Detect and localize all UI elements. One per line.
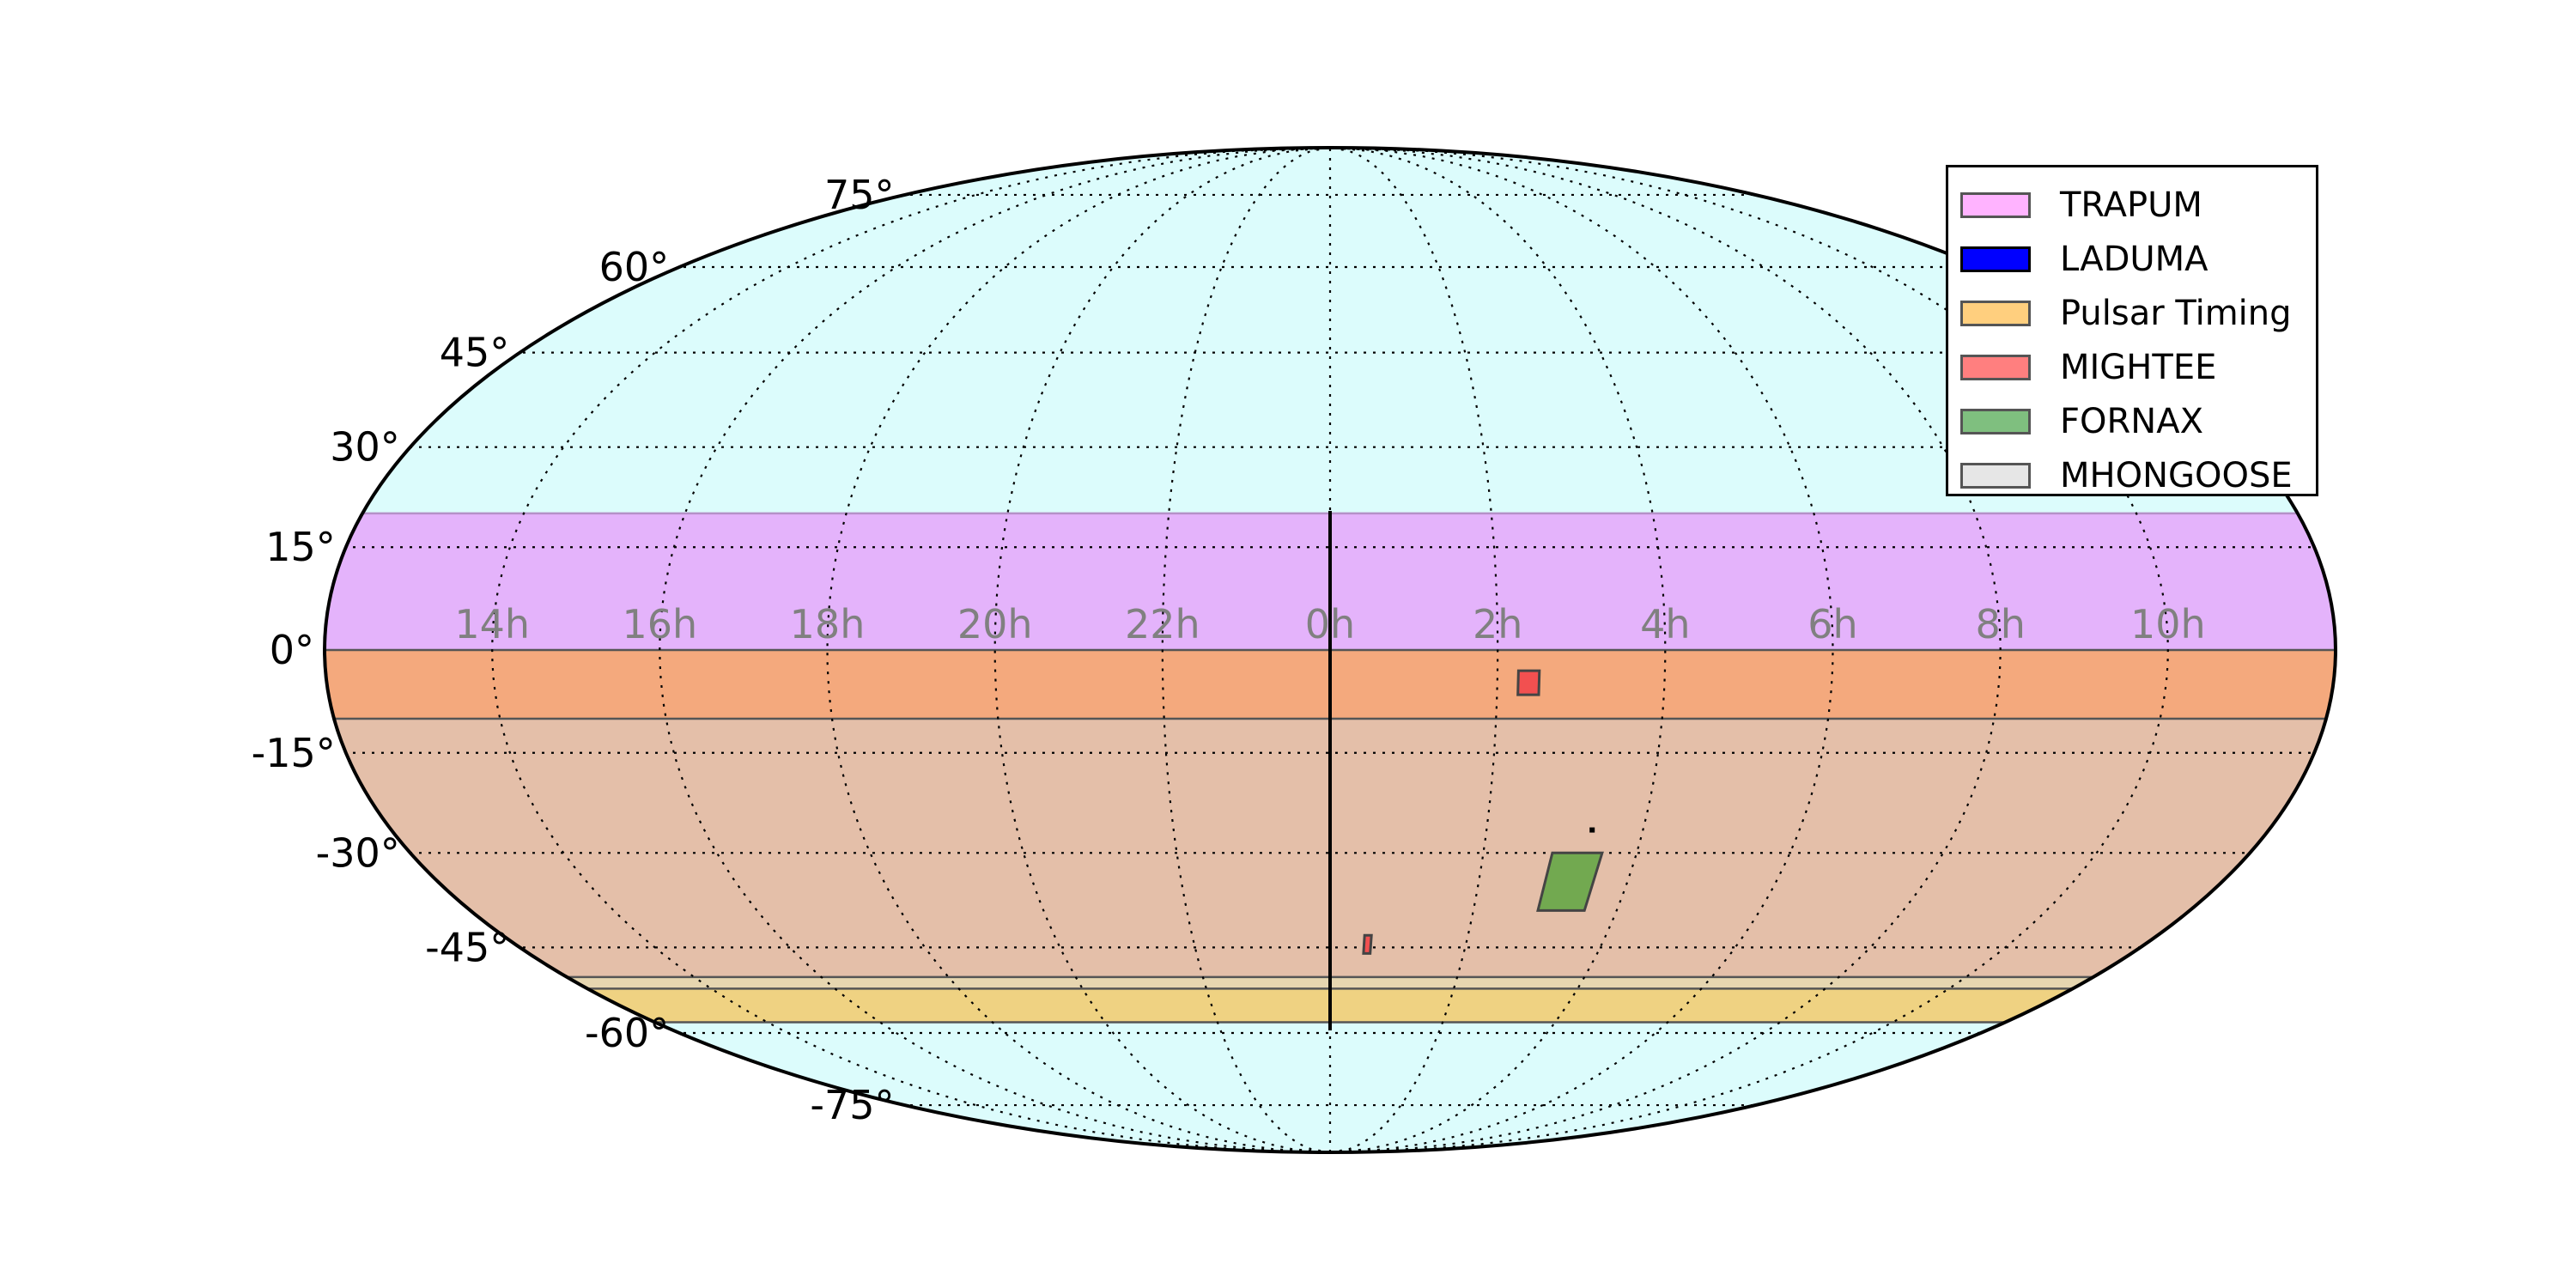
meridian-line — [1161, 148, 1331, 1152]
ra-tick-labels: 14h 16h 18h 20h 22h 0h 2h 4h 6h 8h 10h — [454, 601, 2205, 647]
ra-tick-label: 2h — [1473, 601, 1522, 647]
dec-tick-label: -30° — [316, 829, 400, 876]
legend-item-laduma: LADUMA — [1960, 232, 2316, 286]
ra-tick-label: 16h — [622, 601, 697, 647]
legend-label: LADUMA — [2060, 239, 2208, 279]
legend-swatch — [1960, 300, 2031, 326]
dec-tick-label: 30° — [330, 424, 400, 471]
meridian-line — [993, 148, 1331, 1152]
dec-tick-labels: 75° 60° 45° 30° 15° 0° -15° -30° -45° -60° -75° — [252, 172, 895, 1128]
ra-tick-label: 22h — [1125, 601, 1200, 647]
legend-item-trapum: TRAPUM — [1960, 178, 2316, 232]
region-fornax — [1536, 851, 1604, 912]
legend-item-mhongoose: MHONGOOSE — [1960, 448, 2316, 502]
legend-swatch — [1960, 191, 2031, 218]
dec-tick-label: 15° — [265, 524, 336, 570]
ra-tick-label: 14h — [454, 601, 530, 647]
dec-tick-label: -60° — [585, 1010, 669, 1056]
ra-tick-label: 0h — [1305, 601, 1355, 647]
dec-tick-label: 45° — [440, 330, 510, 376]
legend-swatch — [1960, 354, 2031, 380]
dec-tick-label: -75° — [810, 1082, 894, 1128]
meridian-line — [659, 148, 1331, 1152]
point-marker — [1589, 827, 1595, 833]
meridian-line — [1329, 148, 2002, 1152]
legend-item-fornax: FORNAX — [1960, 394, 2316, 448]
dec-tick-label: 0° — [270, 627, 314, 673]
ra-tick-label: 20h — [957, 601, 1033, 647]
ra-tick-label: 4h — [1640, 601, 1690, 647]
region-mightee — [1516, 669, 1541, 696]
map-outline — [323, 146, 2337, 1154]
legend-label: MHONGOOSE — [2060, 455, 2293, 495]
ra-tick-label: 18h — [790, 601, 866, 647]
ra-tick-label: 10h — [2130, 601, 2206, 647]
legend-swatch — [1960, 462, 2031, 489]
dec-tick-label: 75° — [824, 172, 895, 218]
dec-tick-label: -15° — [252, 730, 336, 776]
legend: TRAPUM LADUMA Pulsar Timing MIGHTEE FORN… — [1946, 165, 2318, 496]
dec-tick-label: 60° — [599, 244, 670, 290]
legend-item-pulsar-timing: Pulsar Timing — [1960, 286, 2316, 340]
dec-tick-label: -45° — [425, 924, 509, 970]
legend-label: TRAPUM — [2060, 185, 2202, 225]
legend-label: Pulsar Timing — [2060, 293, 2292, 333]
ra-tick-label: 8h — [1975, 601, 2025, 647]
legend-label: MIGHTEE — [2060, 347, 2217, 387]
meridian-line — [1329, 148, 1667, 1152]
legend-swatch — [1960, 408, 2031, 434]
ra-tick-label: 6h — [1807, 601, 1857, 647]
legend-item-mightee: MIGHTEE — [1960, 340, 2316, 394]
meridian-line — [1329, 148, 2169, 1152]
meridian-line — [491, 148, 1331, 1152]
meridian-line — [1329, 148, 1499, 1152]
legend-swatch — [1960, 246, 2031, 272]
survey-regions — [1362, 669, 1604, 955]
region-mightee — [1362, 933, 1373, 955]
legend-label: FORNAX — [2060, 401, 2203, 441]
